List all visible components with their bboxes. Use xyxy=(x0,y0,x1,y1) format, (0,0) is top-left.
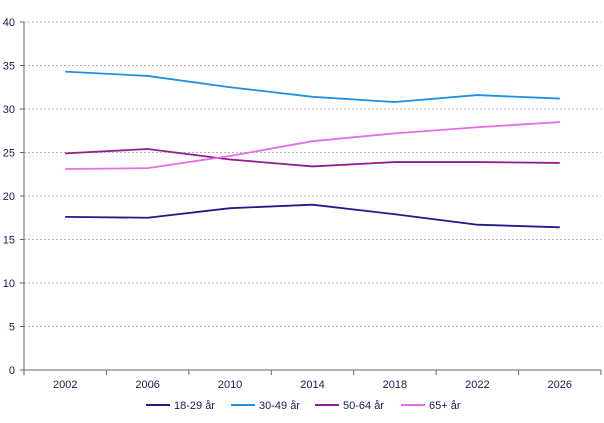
y-tick-label: 25 xyxy=(3,148,15,160)
y-axis-ticks: 0 5 10 15 20 25 30 35 40 xyxy=(3,17,24,377)
series-lines xyxy=(65,70,560,229)
x-tick-label: 2006 xyxy=(135,379,159,391)
legend-label: 50-64 år xyxy=(343,400,384,412)
x-tick-label: 2026 xyxy=(548,379,572,391)
y-tick-label: 5 xyxy=(9,322,15,334)
y-tick-label: 35 xyxy=(3,61,15,73)
legend-label: 65+ år xyxy=(429,400,461,412)
y-tick-label: 40 xyxy=(3,17,15,29)
legend-label: 30-49 år xyxy=(259,400,300,412)
y-tick-label: 30 xyxy=(3,104,15,116)
series-line-3 xyxy=(65,148,560,168)
legend: 18-29 år 30-49 år 50-64 år 65+ år xyxy=(146,400,461,412)
x-tick-label: 2018 xyxy=(383,379,407,391)
x-tick-label: 2010 xyxy=(218,379,242,391)
x-axis-ticks: 2002 2006 2010 2014 2018 2022 2026 xyxy=(23,370,602,391)
series-line-4 xyxy=(65,121,560,170)
series-line-1 xyxy=(65,203,560,229)
series-line-2 xyxy=(65,70,560,103)
y-tick-label: 10 xyxy=(3,278,15,290)
y-tick-label: 20 xyxy=(3,191,15,203)
legend-label: 18-29 år xyxy=(174,400,215,412)
x-tick-label: 2014 xyxy=(300,379,324,391)
y-tick-label: 0 xyxy=(9,365,15,377)
gridlines xyxy=(24,21,601,327)
x-tick-label: 2002 xyxy=(53,379,77,391)
x-tick-label: 2022 xyxy=(465,379,489,391)
y-tick-label: 15 xyxy=(3,235,15,247)
